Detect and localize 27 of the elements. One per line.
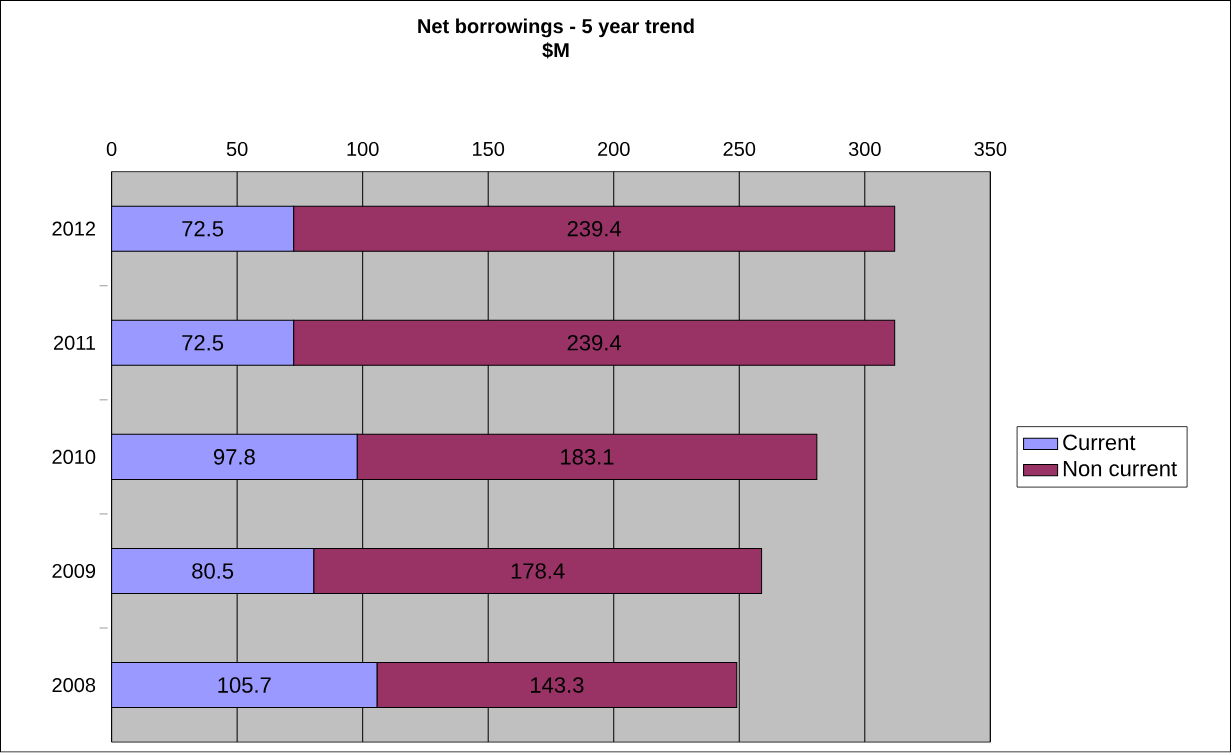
x-tick-label: 100	[347, 142, 379, 157]
x-tick-label: 350	[974, 142, 1007, 157]
chart-subtitle: $M	[542, 42, 569, 59]
data-label: 143.3	[531, 677, 584, 694]
data-label: 183.1	[561, 449, 614, 465]
data-label: 72.5	[182, 335, 224, 351]
y-tick-label: 2012	[52, 221, 96, 236]
data-label: 80.5	[192, 563, 234, 579]
x-tick-label: 0	[106, 142, 117, 157]
y-tick-label: 2008	[52, 678, 96, 693]
x-tick-label: 200	[598, 142, 630, 157]
x-tick-label: 50	[226, 142, 248, 157]
x-tick-label: 250	[723, 142, 756, 157]
data-label: 105.7	[218, 677, 271, 694]
data-label: 178.4	[511, 563, 565, 579]
y-tick-label: 2010	[52, 449, 96, 465]
data-label: 97.8	[213, 449, 255, 465]
data-label: 239.4	[567, 221, 622, 237]
x-tick-label: 300	[848, 142, 881, 157]
legend-label: Non current	[1063, 461, 1177, 477]
chart-title: Net borrowings - 5 year trend	[418, 18, 694, 38]
x-tick-label: 150	[473, 142, 505, 157]
legend-label: Current	[1063, 434, 1136, 451]
data-label: 239.4	[567, 335, 622, 351]
y-tick-label: 2009	[52, 564, 96, 579]
data-label: 72.5	[182, 221, 224, 237]
y-tick-label: 2011	[53, 335, 96, 351]
